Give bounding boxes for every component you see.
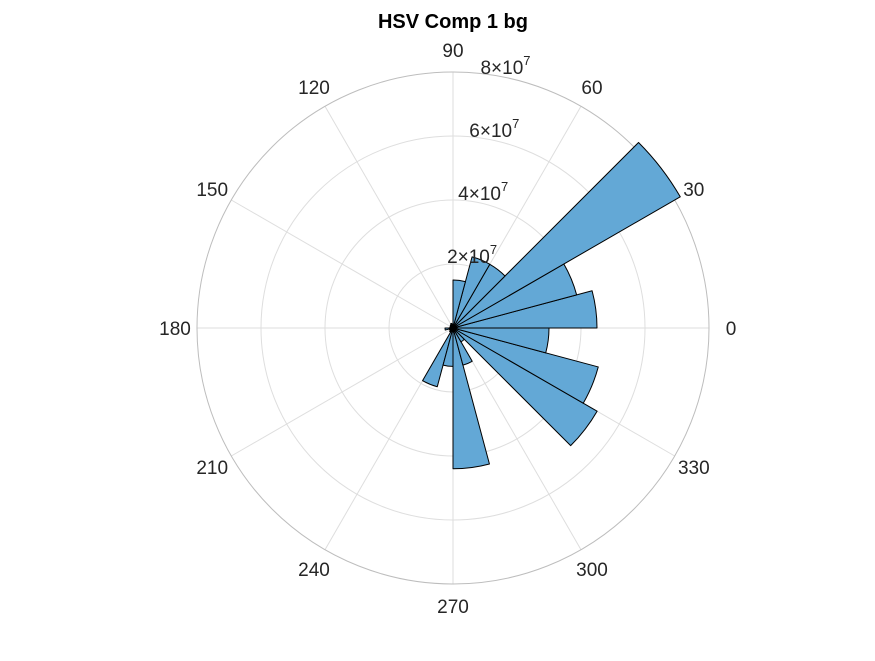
histogram-bar-22 bbox=[452, 327, 599, 404]
histogram-bar-5 bbox=[452, 279, 466, 329]
radial-tick-label-2: 6×107 bbox=[469, 116, 519, 142]
theta-tick-label-0: 0 bbox=[726, 319, 737, 340]
radial-tick-label-0: 2×107 bbox=[447, 242, 497, 268]
theta-tick-label-240: 240 bbox=[298, 560, 330, 581]
grid-spoke-120 bbox=[324, 106, 454, 329]
grid-spoke-210 bbox=[231, 327, 454, 457]
theta-tick-label-180: 180 bbox=[159, 319, 191, 340]
radial-tick-labels: 2×107 4×107 6×107 8×107 bbox=[447, 53, 530, 268]
histogram-bar-21 bbox=[452, 327, 598, 447]
theta-tick-label-150: 150 bbox=[196, 180, 228, 201]
theta-tick-labels: 0 30 60 90 120 150 180 210 240 270 300 330 bbox=[159, 41, 736, 618]
grid-spoke-300 bbox=[452, 327, 582, 550]
radial-tick-label-1: 4×107 bbox=[458, 179, 508, 205]
histogram-bar-2 bbox=[452, 141, 681, 329]
theta-tick-label-60: 60 bbox=[581, 78, 602, 99]
theta-tick-label-300: 300 bbox=[576, 560, 608, 581]
outer-circle bbox=[196, 71, 710, 585]
grid-spoke-150 bbox=[231, 199, 454, 329]
theta-tick-label-330: 330 bbox=[678, 458, 710, 479]
chart-title: HSV Comp 1 bg bbox=[378, 11, 528, 33]
theta-tick-label-90: 90 bbox=[442, 41, 463, 62]
theta-tick-label-120: 120 bbox=[298, 78, 330, 99]
radial-tick-label-3: 8×107 bbox=[480, 53, 530, 79]
theta-tick-label-270: 270 bbox=[437, 597, 469, 618]
histogram-bar-4 bbox=[452, 256, 491, 329]
histogram-bar-16 bbox=[422, 327, 454, 388]
histogram-bar-23 bbox=[452, 327, 550, 354]
theta-tick-label-30: 30 bbox=[683, 180, 704, 201]
theta-tick-label-210: 210 bbox=[196, 458, 228, 479]
histogram-bars bbox=[422, 141, 681, 470]
